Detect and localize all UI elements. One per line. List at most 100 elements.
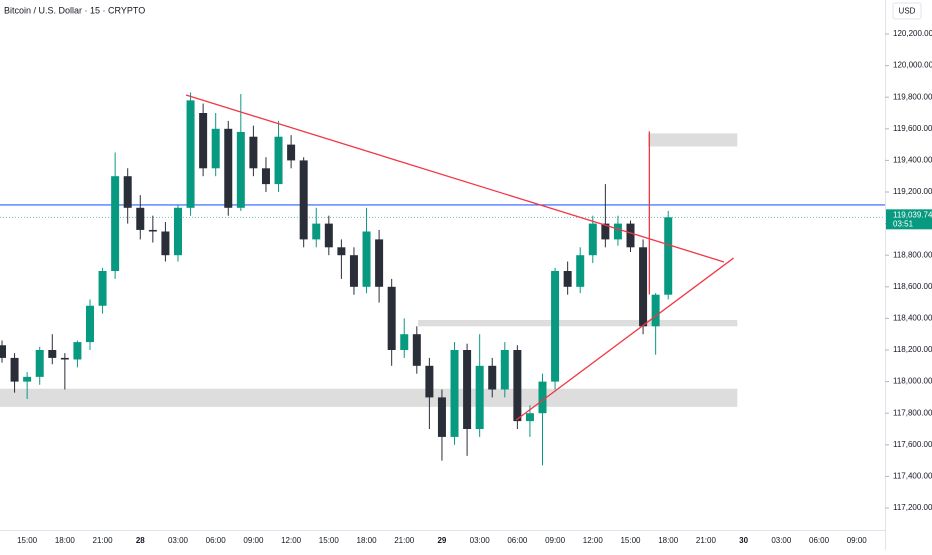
- x-tick-label: 09:00: [243, 536, 264, 545]
- y-tick-label: 118,800.00: [893, 250, 932, 259]
- candle-body: [312, 223, 321, 240]
- y-tick-label: 119,600.00: [893, 124, 932, 133]
- candle-body: [274, 136, 283, 185]
- candle-body: [425, 365, 434, 398]
- x-tick-label: 06:00: [206, 536, 227, 545]
- candle-body: [337, 247, 346, 256]
- zone: [648, 133, 738, 147]
- candle-body: [161, 231, 170, 256]
- x-tick-label: 21:00: [696, 536, 717, 545]
- x-tick-label: 09:00: [847, 536, 868, 545]
- chart-title: Bitcoin / U.S. Dollar · 15 · CRYPTO: [4, 5, 145, 15]
- candle-body: [576, 255, 585, 287]
- candle-body: [437, 397, 446, 437]
- candle-body: [186, 100, 195, 208]
- candle-body: [412, 334, 421, 366]
- candle-body: [35, 350, 44, 377]
- last-price-tag: [886, 209, 932, 230]
- x-tick-label: 06:00: [507, 536, 528, 545]
- y-tick-label: 118,400.00: [893, 314, 932, 323]
- candle-body: [525, 413, 534, 422]
- x-tick-label: 03:00: [168, 536, 189, 545]
- candle-body: [500, 350, 509, 390]
- candle-body: [48, 350, 57, 358]
- trendline: [515, 257, 734, 421]
- y-tick-label: 117,600.00: [893, 440, 932, 449]
- candle-body: [400, 334, 409, 351]
- trendline: [185, 94, 725, 263]
- candle-body: [601, 223, 610, 240]
- candle-body: [136, 207, 145, 230]
- candle-body: [224, 128, 233, 208]
- candle-body: [111, 176, 120, 272]
- x-tick-label: 29: [437, 536, 446, 545]
- x-tick-label: 15:00: [17, 536, 38, 545]
- candle-body: [349, 255, 358, 287]
- candle-body: [10, 357, 19, 382]
- x-tick-label: 09:00: [545, 536, 566, 545]
- candle-body: [236, 131, 245, 208]
- zone: [0, 388, 738, 407]
- candle-body: [613, 223, 622, 240]
- y-tick-label: 117,200.00: [893, 503, 932, 512]
- candle-body: [199, 113, 208, 169]
- y-tick-label: 119,800.00: [893, 92, 932, 101]
- candle-body: [588, 223, 597, 256]
- candle-body: [261, 168, 270, 185]
- x-tick-label: 12:00: [583, 536, 604, 545]
- candle-body: [85, 305, 94, 343]
- candle-body: [249, 136, 258, 169]
- plot-area: [0, 92, 885, 466]
- x-tick-label: 18:00: [55, 536, 76, 545]
- candle-body: [651, 294, 660, 327]
- candle-body: [551, 271, 560, 382]
- y-tick-label: 119,200.00: [893, 187, 932, 196]
- candle-body: [563, 271, 572, 287]
- candle-body: [148, 229, 157, 232]
- candle-body: [287, 144, 296, 161]
- candle-body: [299, 160, 308, 240]
- x-tick-label: 06:00: [809, 536, 830, 545]
- x-tick-label: 28: [136, 536, 145, 545]
- candle-body: [73, 342, 82, 360]
- last-price-label: 119,039.74: [893, 210, 932, 219]
- x-tick-label: 03:00: [771, 536, 792, 545]
- currency-button[interactable]: [892, 2, 922, 20]
- candle-body: [0, 345, 6, 358]
- x-tick-label: 15:00: [620, 536, 641, 545]
- candle-body: [450, 350, 459, 437]
- candle-body: [362, 231, 371, 287]
- candle-body: [488, 365, 497, 390]
- x-tick-label: 21:00: [394, 536, 415, 545]
- y-tick-label: 117,400.00: [893, 472, 932, 481]
- candle-body: [60, 357, 69, 360]
- candle-body: [324, 223, 333, 248]
- candle-body: [23, 376, 32, 382]
- y-tick-label: 120,200.00: [893, 29, 932, 38]
- y-tick-label: 117,800.00: [893, 408, 932, 417]
- x-tick-label: 30: [739, 536, 748, 545]
- candle-body: [664, 217, 673, 295]
- candle-body: [387, 286, 396, 351]
- candle-body: [475, 365, 484, 430]
- x-tick-label: 21:00: [93, 536, 114, 545]
- x-tick-label: 18:00: [357, 536, 378, 545]
- candle-body: [626, 223, 635, 248]
- y-tick-label: 118,600.00: [893, 282, 932, 291]
- x-tick-label: 03:00: [470, 536, 491, 545]
- candle-body: [173, 207, 182, 256]
- candle-body: [463, 350, 472, 430]
- y-tick-label: 118,200.00: [893, 345, 932, 354]
- currency-label[interactable]: USD: [899, 7, 916, 16]
- candle-body: [375, 239, 384, 287]
- countdown-label: 03:51: [893, 219, 914, 228]
- y-tick-label: 120,000.00: [893, 61, 932, 70]
- zone: [418, 319, 738, 327]
- y-tick-label: 119,400.00: [893, 156, 932, 165]
- candle-body: [211, 128, 220, 169]
- candle-body: [538, 381, 547, 414]
- x-tick-label: 18:00: [658, 536, 679, 545]
